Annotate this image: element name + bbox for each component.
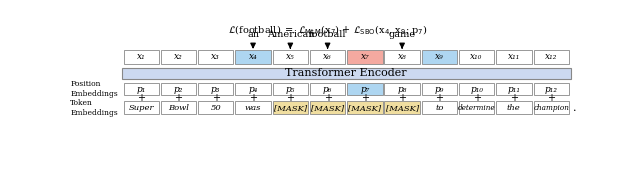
Text: game: game	[388, 30, 415, 39]
Text: p₁₀: p₁₀	[470, 85, 483, 94]
Text: p₂: p₂	[174, 85, 183, 94]
Text: x₃: x₃	[211, 52, 220, 61]
Bar	[124, 50, 159, 64]
Text: p₇: p₇	[360, 85, 369, 94]
Text: x₉: x₉	[435, 52, 444, 61]
Bar	[496, 83, 532, 95]
Text: was: was	[245, 104, 261, 112]
Text: x₇: x₇	[360, 52, 369, 61]
Bar	[347, 83, 383, 95]
Text: +: +	[547, 93, 555, 103]
Text: Transformer Encoder: Transformer Encoder	[285, 68, 407, 78]
Text: +: +	[472, 93, 481, 103]
Text: [MASK]: [MASK]	[274, 104, 307, 112]
Text: [MASK]: [MASK]	[385, 104, 419, 112]
Bar	[161, 83, 196, 95]
Text: +: +	[435, 93, 444, 103]
Text: to: to	[435, 104, 444, 112]
Text: 50: 50	[211, 104, 221, 112]
Bar	[310, 101, 345, 114]
Text: x₅: x₅	[286, 52, 294, 61]
Text: x₆: x₆	[323, 52, 332, 61]
Bar	[198, 101, 234, 114]
Bar	[122, 68, 571, 79]
Text: Position
Embeddings: Position Embeddings	[70, 80, 118, 98]
Text: x₁₂: x₁₂	[545, 52, 557, 61]
Text: p₃: p₃	[211, 85, 220, 94]
Text: p₅: p₅	[285, 85, 295, 94]
Text: +: +	[137, 93, 145, 103]
Bar	[273, 101, 308, 114]
Text: an: an	[247, 30, 259, 39]
Bar	[198, 83, 234, 95]
Text: determine: determine	[458, 104, 495, 112]
Text: +: +	[398, 93, 406, 103]
Bar	[198, 50, 234, 64]
Text: +: +	[510, 93, 518, 103]
Text: x₁: x₁	[137, 52, 146, 61]
Text: x₄: x₄	[249, 52, 257, 61]
Text: x₈: x₈	[397, 52, 406, 61]
Bar	[422, 83, 457, 95]
Text: x₁₀: x₁₀	[470, 52, 483, 61]
Bar	[459, 83, 494, 95]
Bar	[161, 50, 196, 64]
Bar	[534, 101, 569, 114]
Bar	[347, 50, 383, 64]
Text: p₄: p₄	[248, 85, 258, 94]
Text: $\mathcal{L}$(football) $=$ $\mathcal{L}_{\mathrm{MLM}}$(x$_7$) $+$ $\mathcal{L}: $\mathcal{L}$(football) $=$ $\mathcal{L}…	[228, 23, 428, 37]
Bar	[347, 101, 383, 114]
Bar	[124, 101, 159, 114]
Text: p₆: p₆	[323, 85, 332, 94]
Text: champion: champion	[533, 104, 569, 112]
Text: +: +	[212, 93, 220, 103]
Bar	[459, 101, 494, 114]
Bar	[459, 50, 494, 64]
Bar	[236, 83, 271, 95]
Bar	[310, 83, 345, 95]
Bar	[496, 101, 532, 114]
Bar	[236, 101, 271, 114]
Text: the: the	[507, 104, 521, 112]
Text: +: +	[249, 93, 257, 103]
Text: Super: Super	[129, 104, 154, 112]
Bar	[161, 101, 196, 114]
Bar	[273, 50, 308, 64]
Text: +: +	[324, 93, 332, 103]
Bar	[534, 83, 569, 95]
Text: Bowl: Bowl	[168, 104, 189, 112]
Bar	[236, 50, 271, 64]
Text: p₁₁: p₁₁	[508, 85, 520, 94]
Text: p₈: p₈	[397, 85, 407, 94]
Text: .: .	[573, 103, 577, 113]
Text: [MASK]: [MASK]	[348, 104, 381, 112]
Text: +: +	[286, 93, 294, 103]
Bar	[385, 101, 420, 114]
Text: +: +	[175, 93, 182, 103]
Bar	[273, 83, 308, 95]
Bar	[310, 50, 345, 64]
Bar	[422, 101, 457, 114]
Text: p₁: p₁	[136, 85, 146, 94]
Text: football: football	[309, 30, 346, 39]
Text: [MASK]: [MASK]	[311, 104, 344, 112]
Bar	[534, 50, 569, 64]
Bar	[496, 50, 532, 64]
Bar	[385, 50, 420, 64]
Text: x₁₁: x₁₁	[508, 52, 520, 61]
Text: p₉: p₉	[435, 85, 444, 94]
Text: Token
Embeddings: Token Embeddings	[70, 99, 118, 116]
Bar	[124, 83, 159, 95]
Text: x₂: x₂	[174, 52, 183, 61]
Bar	[385, 83, 420, 95]
Bar	[422, 50, 457, 64]
Text: +: +	[361, 93, 369, 103]
Text: p₁₂: p₁₂	[545, 85, 557, 94]
Text: American: American	[267, 30, 314, 39]
